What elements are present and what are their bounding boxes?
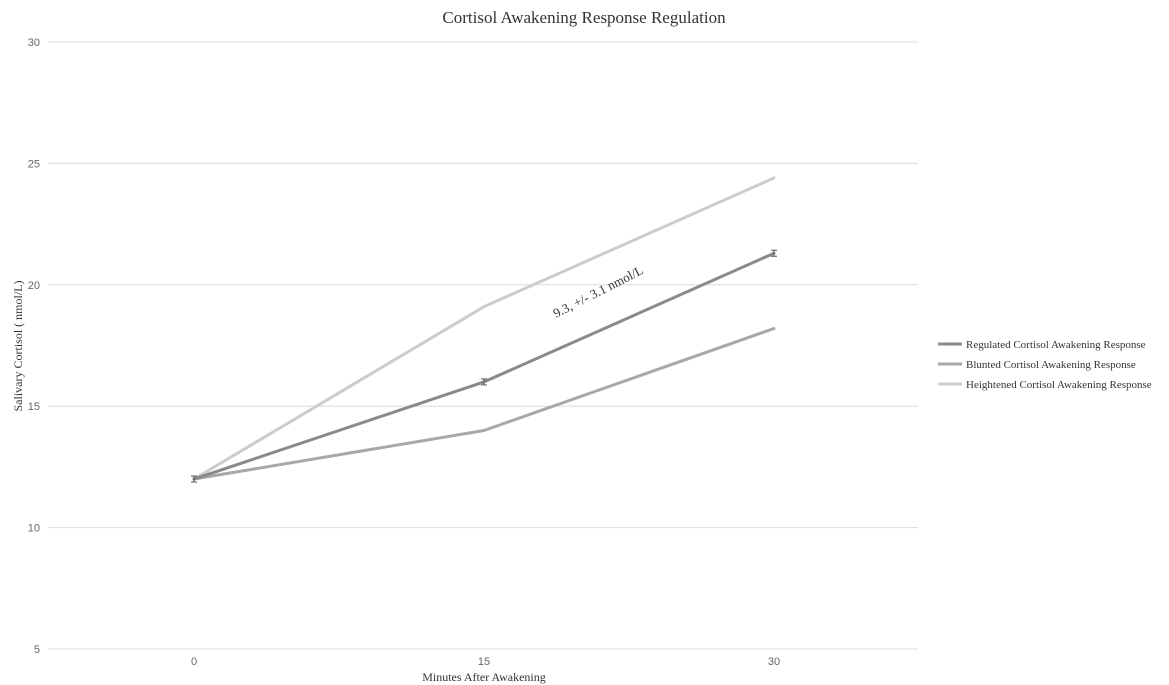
series-line-1 [192, 327, 776, 481]
x-tick-label: 0 [191, 656, 197, 668]
series-line-2 [192, 176, 776, 481]
y-tick-label: 10 [28, 523, 40, 535]
x-axis-label: Minutes After Awakening [422, 670, 546, 684]
error-bar [771, 249, 777, 257]
y-axis-label: Salivary Cortisol ( nmol/L) [11, 281, 25, 412]
y-axis-ticks: 5 10 15 20 25 30 [28, 37, 40, 656]
y-tick-label: 25 [28, 158, 40, 170]
chart-title: Cortisol Awakening Response Regulation [442, 8, 726, 27]
series-line-0 [192, 251, 776, 481]
x-tick-label: 30 [768, 656, 780, 668]
legend-item: Regulated Cortisol Awakening Response [938, 339, 1146, 351]
series-lines [192, 176, 776, 481]
legend-item: Blunted Cortisol Awakening Response [938, 359, 1136, 371]
legend-label: Heightened Cortisol Awakening Response [966, 379, 1152, 391]
x-tick-label: 15 [478, 656, 490, 668]
gridlines [48, 41, 918, 650]
y-tick-label: 30 [28, 37, 40, 49]
legend: Regulated Cortisol Awakening Response Blu… [938, 339, 1152, 391]
error-bars [191, 249, 777, 483]
y-tick-label: 15 [28, 401, 40, 413]
x-axis-ticks: 0 15 30 [191, 656, 780, 668]
y-tick-label: 20 [28, 280, 40, 292]
y-tick-label: 5 [34, 644, 40, 656]
error-bar [191, 475, 197, 483]
legend-label: Regulated Cortisol Awakening Response [966, 339, 1146, 351]
error-bar [481, 378, 487, 386]
legend-label: Blunted Cortisol Awakening Response [966, 359, 1136, 371]
legend-item: Heightened Cortisol Awakening Response [938, 379, 1152, 391]
